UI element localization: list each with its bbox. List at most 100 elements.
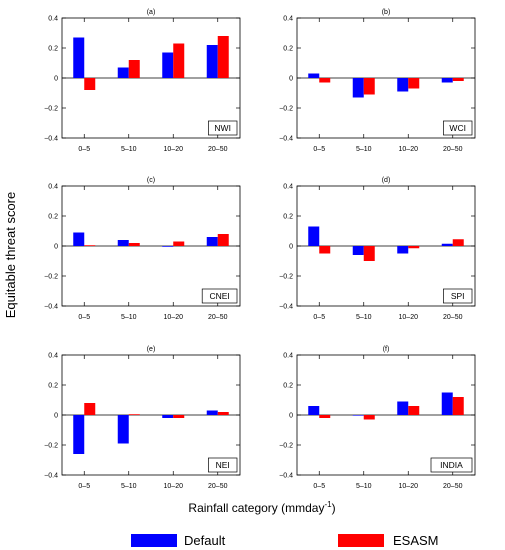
x-tick-label: 10–20 [164,483,184,490]
panel-title: (a) [147,9,156,16]
region-label-box [208,457,238,473]
bar-default-3 [162,415,174,418]
x-axis-label-close: ) [332,501,336,515]
y-tick-label: −0.4 [44,136,58,143]
bar-esasm-4 [217,234,229,246]
x-tick-label: 5–10 [356,146,372,153]
bar-default-1 [308,226,320,246]
y-axis-label: Equitable threat score [3,192,18,318]
bar-esasm-2 [363,246,375,261]
y-tick-label: 0.2 [48,46,58,53]
region-label: CNEI [209,291,229,301]
y-tick-label: 0 [54,413,58,420]
region-label-box [443,288,473,304]
bar-esasm-1 [84,403,96,415]
y-tick-label: −0.2 [279,274,293,281]
bar-default-4 [441,392,453,415]
y-tick-label: −0.2 [279,106,293,113]
y-tick-label: 0 [289,244,293,251]
x-tick-label: 20–50 [208,314,228,321]
bar-default-4 [206,410,218,415]
y-tick-label: −0.4 [44,473,58,480]
bar-esasm-3 [173,241,185,246]
x-tick-label: 5–10 [121,146,137,153]
y-tick-label: 0.4 [48,16,58,23]
x-tick-label: 0–5 [78,146,90,153]
y-tick-label: 0.4 [283,353,293,360]
bar-default-2 [352,78,364,98]
y-tick-label: −0.2 [44,274,58,281]
y-tick-label: 0.2 [283,383,293,390]
y-tick-label: 0.2 [48,383,58,390]
x-tick-label: 20–50 [443,314,463,321]
bar-esasm-4 [217,412,229,415]
bar-default-3 [162,52,174,78]
y-tick-label: −0.2 [279,443,293,450]
region-label-box [430,457,473,473]
bar-esasm-4 [452,397,464,415]
y-tick-label: −0.4 [279,473,293,480]
panel-1: (a) 0.4 0.2 0 −0.2 −0.4 0–5 5–10 10–20 20–50 NWI [44,9,241,153]
bar-esasm-3 [173,43,185,78]
bar-esasm-4 [452,78,464,81]
region-label-box [443,120,473,136]
region-label: NEI [216,460,230,470]
bar-esasm-2 [128,414,140,415]
y-tick-label: 0.4 [48,353,58,360]
y-tick-label: 0.4 [283,16,293,23]
y-tick-label: 0 [54,244,58,251]
bar-esasm-3 [408,406,420,415]
region-label-box [208,120,238,136]
x-tick-label: 0–5 [78,483,90,490]
x-tick-label: 0–5 [313,314,325,321]
bar-esasm-3 [408,246,420,249]
bar-esasm-1 [319,415,331,418]
bar-default-4 [206,45,218,78]
bar-esasm-4 [452,239,464,246]
bar-esasm-1 [84,78,96,90]
legend-swatch-esasm [338,534,384,547]
y-tick-label: −0.4 [279,136,293,143]
bar-default-2 [352,246,364,255]
y-tick-label: 0 [289,413,293,420]
x-tick-label: 10–20 [399,483,419,490]
x-axis-label-main: Rainfall category (mmday [188,501,324,515]
region-label-box [201,288,238,304]
y-tick-label: −0.2 [44,106,58,113]
legend-swatch-default [131,534,177,547]
bar-default-4 [206,237,218,246]
region-label: INDIA [440,460,463,470]
bar-default-2 [117,240,129,246]
panel-title: (c) [147,177,155,184]
bar-default-3 [397,78,409,92]
x-tick-label: 10–20 [164,314,184,321]
y-tick-label: 0.4 [48,184,58,191]
bar-default-2 [352,415,364,416]
bar-esasm-2 [128,60,140,78]
x-tick-label: 10–20 [399,146,419,153]
x-tick-label: 5–10 [356,314,372,321]
bar-default-4 [441,243,453,246]
y-tick-label: 0.2 [283,46,293,53]
bar-default-3 [397,401,409,415]
legend-label-default: Default [184,533,226,548]
y-tick-label: −0.4 [44,304,58,311]
panel-title: (b) [382,9,391,16]
x-tick-label: 0–5 [313,483,325,490]
bar-default-2 [117,67,129,78]
bar-esasm-1 [319,78,331,83]
x-tick-label: 10–20 [399,314,419,321]
bar-default-1 [308,406,320,415]
panel-3: (c) 0.4 0.2 0 −0.2 −0.4 0–5 5–10 10–20 20–50 CNEI [44,177,241,321]
x-tick-label: 20–50 [443,483,463,490]
bar-esasm-4 [217,36,229,78]
region-label: WCI [449,123,466,133]
bar-esasm-1 [84,245,96,246]
panel-title: (e) [147,346,156,353]
y-tick-label: 0.2 [48,214,58,221]
chart-panels: (a) 0.4 0.2 0 −0.2 −0.4 0–5 5–10 10–20 20–50 NWI (b… [44,9,476,490]
x-tick-label: 20–50 [443,146,463,153]
y-tick-label: 0.4 [283,184,293,191]
panel-4: (d) 0.4 0.2 0 −0.2 −0.4 0–5 5–10 10–20 20–50 SPI [279,177,476,321]
x-tick-label: 10–20 [164,146,184,153]
